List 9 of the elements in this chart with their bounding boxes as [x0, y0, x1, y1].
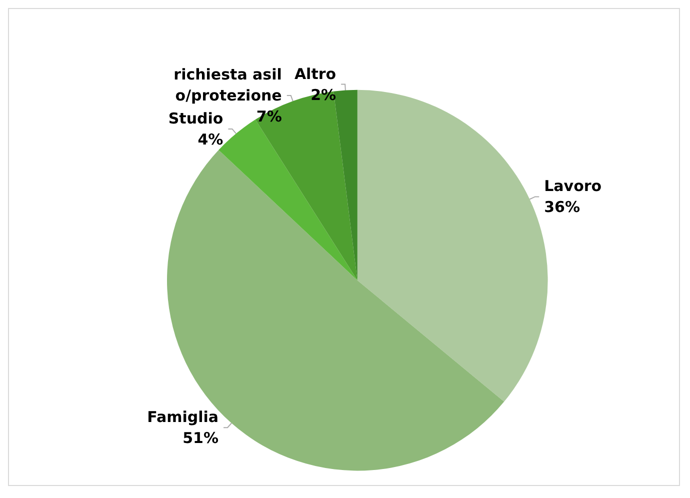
slice-label: Lavoro: [544, 177, 602, 196]
data-label: 7%: [256, 108, 282, 126]
slice-label: Studio: [168, 109, 224, 128]
slice-label: Altro: [294, 64, 336, 83]
slice-label: Famiglia: [147, 408, 219, 426]
data-label: 51%: [182, 429, 219, 448]
data-label: 36%: [544, 198, 580, 216]
slice-label: richiesta asilo/protezione: [174, 66, 282, 105]
data-label: 4%: [198, 130, 224, 148]
